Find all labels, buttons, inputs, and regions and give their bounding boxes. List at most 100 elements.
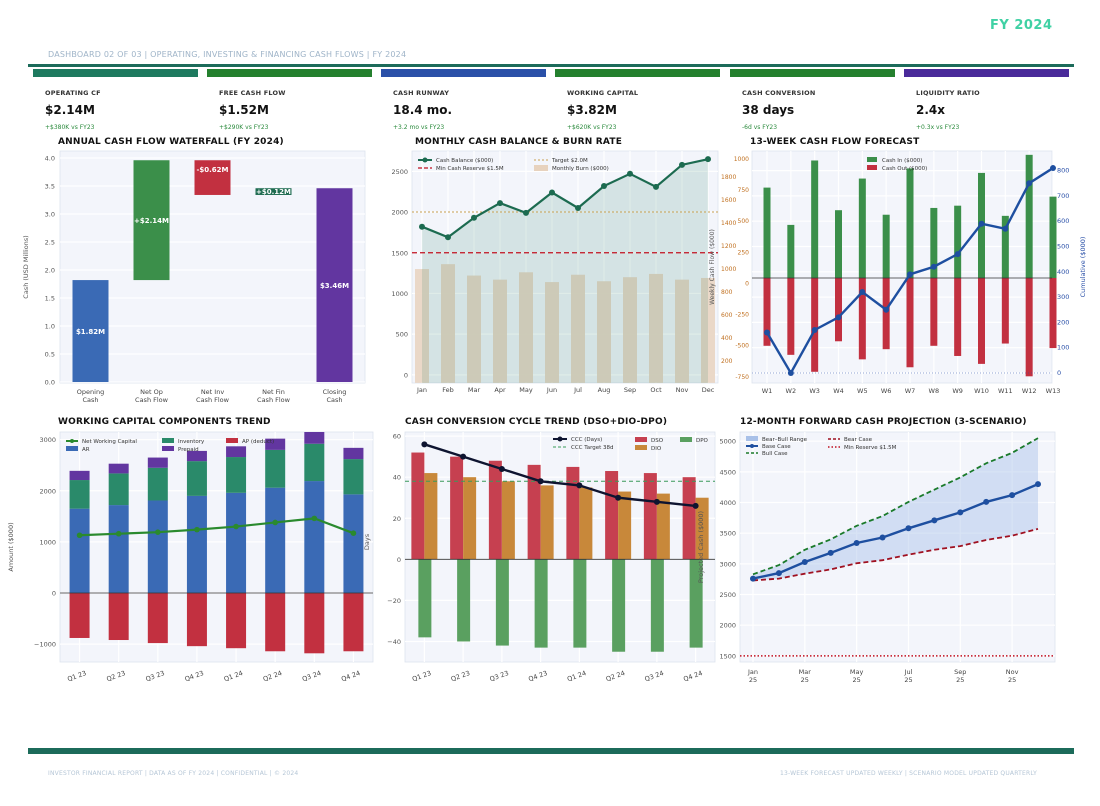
y2-tick-label: 200 xyxy=(721,358,733,365)
ap-bar xyxy=(226,593,247,649)
dso-bar xyxy=(488,460,502,560)
ccc-point xyxy=(460,453,467,460)
x-tick-label: Q3 23 xyxy=(489,669,510,683)
cash-out-bar xyxy=(978,278,985,364)
legend-swatch xyxy=(867,165,877,170)
x-tick-label: W3 xyxy=(809,387,820,395)
wc-plot xyxy=(59,431,374,663)
cash-out-bar xyxy=(811,278,819,372)
y-tick-label: 500 xyxy=(396,331,408,339)
y-tick-label: 3.0 xyxy=(45,211,55,219)
x-tick-label: Jul xyxy=(904,668,913,676)
base-point xyxy=(1009,492,1016,499)
dso-bar xyxy=(411,452,425,560)
base-line xyxy=(752,483,1039,580)
y-tick-label: 3.5 xyxy=(45,183,55,191)
balance-point xyxy=(497,200,503,207)
x-tick-label: 25 xyxy=(1008,676,1016,684)
y-tick-label: 750 xyxy=(738,187,750,194)
dpo-bar xyxy=(418,559,432,638)
x-tick-label: Q4 23 xyxy=(527,669,548,683)
kpi-label: WORKING CAPITAL xyxy=(567,89,639,97)
y2-axis-label: Cumulative ($000) xyxy=(1079,237,1087,298)
balance-point xyxy=(471,214,477,221)
dso-bar xyxy=(643,473,657,560)
wc-bar-segment xyxy=(69,480,90,509)
burn-bar xyxy=(675,279,689,383)
legend-label: Prepaid xyxy=(178,447,199,453)
wc-bar-segment xyxy=(147,467,168,501)
y2-tick-label: 200 xyxy=(1057,318,1069,326)
y-tick-label: 1000 xyxy=(734,156,749,163)
wc-bar-segment xyxy=(265,449,286,488)
wc-bar-segment xyxy=(226,457,247,493)
kpi-accent-bar xyxy=(730,69,895,77)
wc-bar-segment xyxy=(226,446,247,458)
x-tick-label: Q2 23 xyxy=(450,669,471,683)
nwc-line xyxy=(79,517,354,537)
kpi-card: CASH RUNWAY 18.4 mo. +3.2 mo vs FY23 xyxy=(381,69,546,131)
x-tick-label: Oct xyxy=(650,386,662,394)
dso-bar xyxy=(450,456,464,560)
legend-label: CCC Target 38d xyxy=(571,445,614,451)
kpi-label: CASH CONVERSION xyxy=(742,89,816,97)
balance-point xyxy=(445,234,451,241)
y-tick-label: −20 xyxy=(387,597,401,605)
wc-bar-segment xyxy=(69,508,90,593)
kpi-value: $3.82M xyxy=(567,103,617,117)
burn-bar xyxy=(649,273,663,383)
ap-bar xyxy=(304,593,325,654)
x-tick-label: Cash xyxy=(82,396,98,404)
nwc-point xyxy=(233,523,239,530)
kpi-value: 18.4 mo. xyxy=(393,103,453,117)
dio-bar xyxy=(579,487,593,560)
legend-label: Target $2.0M xyxy=(551,158,588,164)
legend-marker xyxy=(422,157,428,163)
dio-bar xyxy=(424,473,438,560)
x-tick-label: Opening xyxy=(77,388,104,396)
waterfall-data-label: $3.46M xyxy=(320,282,349,290)
x-tick-label: W7 xyxy=(905,387,916,395)
wc-bar-segment xyxy=(265,438,286,450)
kpi-value: 38 days xyxy=(742,103,795,117)
y-tick-label: 4.0 xyxy=(45,155,55,163)
legend-marker xyxy=(70,439,74,443)
x-tick-label: Dec xyxy=(702,386,715,394)
y-tick-label: 1000 xyxy=(391,290,408,298)
x-tick-label: Mar xyxy=(468,386,481,394)
dio-bar xyxy=(501,481,515,560)
x-tick-label: Q4 24 xyxy=(682,669,703,683)
ap-bar xyxy=(69,593,90,638)
y-tick-label: 0 xyxy=(397,556,401,564)
ap-bar xyxy=(147,593,168,644)
ap-bar xyxy=(265,593,286,652)
y-tick-label: 0.0 xyxy=(45,379,55,387)
legend-swatch xyxy=(66,446,78,451)
balance-point xyxy=(627,170,633,177)
x-tick-label: Q1 23 xyxy=(411,669,432,683)
x-tick-label: Cash Flow xyxy=(135,396,169,404)
x-tick-label: 25 xyxy=(749,676,757,684)
kpi-delta: +$380K vs FY23 xyxy=(45,124,95,131)
dso-bar xyxy=(566,466,580,560)
ap-bar xyxy=(343,593,364,652)
y-tick-label: 3500 xyxy=(719,530,736,538)
waterfall-bar xyxy=(316,188,353,382)
y-axis-label: Amount ($000) xyxy=(7,522,15,571)
y-tick-label: 2000 xyxy=(391,209,408,217)
y2-tick-label: 1600 xyxy=(721,197,736,204)
cash-in-bar xyxy=(858,178,866,278)
ccc-point xyxy=(421,441,428,448)
cash-out-bar xyxy=(835,278,842,342)
x-tick-label: Cash Flow xyxy=(257,396,291,404)
dso-bar xyxy=(682,477,696,560)
nwc-point xyxy=(155,529,161,535)
y-tick-label: 0 xyxy=(745,280,749,287)
wc-bar-segment xyxy=(304,443,325,482)
legend-swatch xyxy=(534,165,548,171)
balance-point xyxy=(549,189,555,196)
kpi-label: FREE CASH FLOW xyxy=(219,89,286,97)
nwc-point xyxy=(350,530,357,536)
y-tick-label: 4000 xyxy=(719,499,736,507)
